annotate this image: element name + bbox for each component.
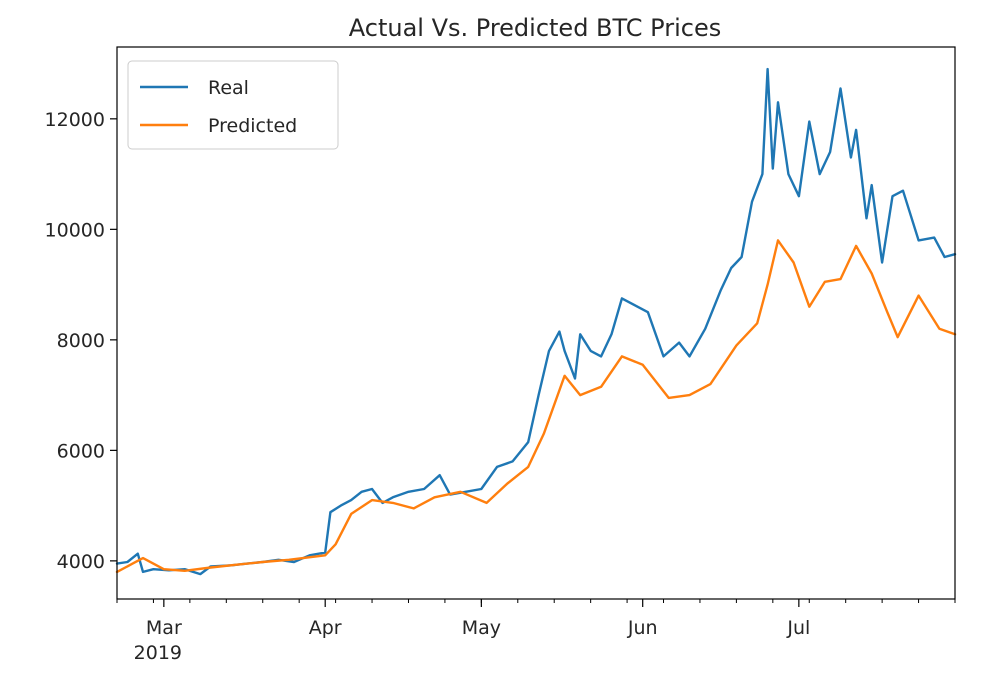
y-tick-label: 4000 — [57, 551, 105, 573]
x-tick-label: Mar — [146, 617, 182, 639]
y-tick-label: 10000 — [45, 219, 105, 241]
y-tick-label: 12000 — [45, 109, 105, 131]
x-tick-label: Apr — [309, 617, 342, 639]
legend-label-real: Real — [208, 77, 249, 99]
x-tick-label: Jul — [786, 617, 810, 639]
y-axis: 4000 6000 8000 10000 12000 — [45, 109, 117, 573]
legend-label-predicted: Predicted — [208, 115, 297, 137]
x-tick-label: Jun — [627, 617, 658, 639]
series-layer — [115, 67, 957, 576]
series-line-predicted — [115, 239, 957, 574]
y-tick-label: 8000 — [57, 330, 105, 352]
legend: Real Predicted — [127, 60, 339, 150]
x-tick-label: May — [462, 617, 501, 639]
plot-frame — [116, 46, 956, 600]
x-axis: Mar 2019 Apr May Jun Jul — [116, 599, 956, 664]
legend-box — [127, 60, 339, 150]
y-tick-label: 6000 — [57, 440, 105, 462]
x-tick-sublabel: 2019 — [134, 642, 182, 664]
chart-title: Actual Vs. Predicted BTC Prices — [349, 14, 721, 42]
